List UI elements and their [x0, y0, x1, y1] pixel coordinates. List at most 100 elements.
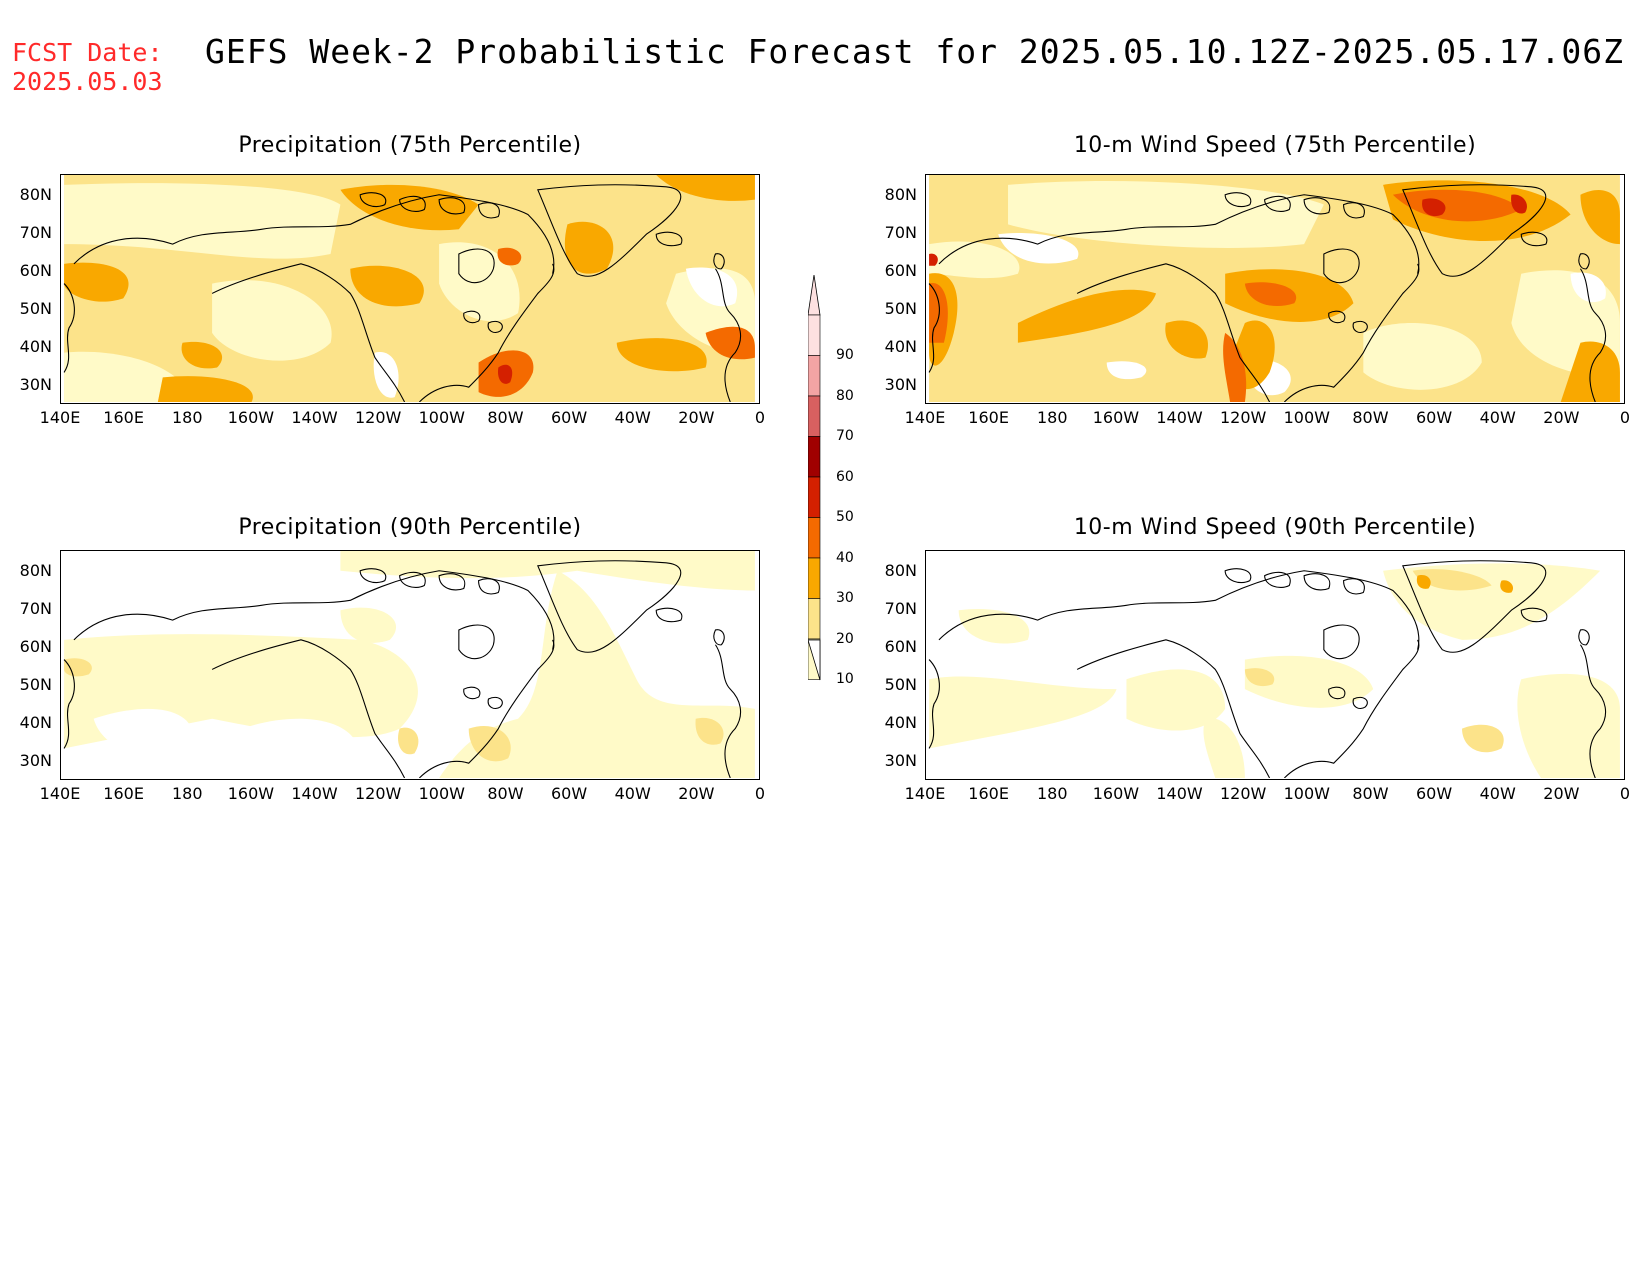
coastline — [463, 686, 481, 700]
coastline — [359, 568, 387, 584]
lon-label: 180 — [171, 784, 203, 803]
coastline — [1578, 253, 1590, 270]
colorbar-swatch — [808, 395, 821, 437]
coastline — [1580, 268, 1607, 402]
lat-label: 80N — [884, 185, 917, 204]
map-wind-90 — [925, 550, 1625, 780]
coastline — [418, 639, 555, 778]
probability-contour-fill — [350, 265, 424, 307]
lon-label: 160E — [968, 784, 1009, 803]
colorbar-top-arrow — [808, 275, 821, 316]
lon-label: 60W — [1415, 784, 1453, 803]
colorbar-swatch — [808, 314, 821, 356]
lat-label: 40N — [19, 337, 52, 356]
map-canvas — [63, 551, 755, 778]
probability-contour-fill — [705, 326, 755, 360]
probability-contour-fill — [1106, 361, 1147, 380]
lon-label: 60W — [550, 784, 588, 803]
lat-label: 70N — [19, 599, 52, 618]
probability-contour-fill — [340, 551, 755, 591]
lat-label: 50N — [19, 675, 52, 694]
colorbar-label: 10 — [836, 671, 854, 687]
coastline — [1328, 686, 1346, 700]
probability-contour-fill — [685, 267, 738, 307]
lon-label: 160W — [227, 408, 275, 427]
map-canvas — [928, 175, 1620, 402]
map-canvas — [928, 551, 1620, 778]
lon-label: 140W — [291, 408, 338, 427]
probability-contour-fill — [564, 221, 614, 274]
coastline — [359, 192, 387, 208]
lon-label: 160E — [103, 784, 144, 803]
lon-label: 180 — [171, 408, 203, 427]
probability-contour-fill — [695, 717, 724, 745]
colorbar — [808, 275, 821, 681]
coastline — [1283, 263, 1420, 402]
lon-label: 0 — [754, 408, 766, 427]
map-canvas — [63, 175, 755, 402]
probability-contour-fill — [1416, 575, 1431, 589]
lon-label: 20W — [1543, 784, 1580, 803]
coastline — [211, 263, 406, 402]
lat-label: 70N — [884, 223, 917, 242]
probability-contour-fill — [929, 241, 1020, 279]
lat-label: 30N — [19, 375, 52, 394]
coastline — [1303, 197, 1331, 215]
coastline — [1323, 248, 1360, 284]
lat-label: 50N — [19, 299, 52, 318]
lon-label: 140W — [291, 784, 338, 803]
lat-label: 30N — [884, 751, 917, 770]
probability-contour-fill — [1412, 569, 1492, 591]
probability-contour-fill — [1244, 668, 1275, 687]
coastline — [463, 310, 481, 324]
coastline — [399, 571, 426, 589]
coastline — [1402, 560, 1547, 653]
map-wind-75 — [925, 174, 1625, 404]
coastline — [938, 194, 1420, 274]
lon-label: 180 — [1036, 784, 1068, 803]
probability-contour-fill — [1511, 194, 1527, 214]
probability-contour-fill — [181, 341, 223, 369]
colorbar-label: 20 — [836, 630, 854, 647]
panel-title-precip-75: Precipitation (75th Percentile) — [238, 133, 582, 158]
colorbar-label: 30 — [836, 590, 854, 606]
lon-label: 40W — [614, 784, 651, 803]
lon-label: 140E — [39, 784, 81, 803]
coastline — [399, 195, 426, 213]
lat-label: 60N — [884, 261, 917, 280]
lon-label: 100W — [418, 408, 465, 427]
probability-contour-fill — [1203, 718, 1245, 778]
coastline — [211, 639, 406, 778]
map-precip-75 — [60, 174, 760, 404]
probability-contour-fill — [929, 676, 1117, 749]
lon-label: 80W — [1352, 784, 1389, 803]
coastline — [1402, 184, 1547, 277]
probability-contour-fill — [64, 658, 92, 677]
lon-label: 160W — [227, 784, 275, 803]
coastline — [418, 263, 555, 402]
colorbar-label: 70 — [836, 428, 854, 444]
probability-contour-fill — [1422, 198, 1446, 217]
lon-label: 0 — [1619, 408, 1631, 427]
forecast-date-label: FCST Date: — [12, 38, 163, 67]
panel-title-precip-90: Precipitation (90th Percentile) — [238, 515, 582, 540]
coastline — [1264, 195, 1291, 213]
coastline — [438, 573, 466, 591]
lon-label: 60W — [1415, 408, 1453, 427]
probability-contour-fill — [241, 718, 361, 766]
lat-label: 40N — [884, 713, 917, 732]
coastline — [1076, 639, 1271, 778]
lat-label: 80N — [19, 185, 52, 204]
lat-label: 40N — [19, 713, 52, 732]
probability-contour-fill — [1363, 323, 1482, 390]
lon-label: 80W — [487, 408, 524, 427]
probability-contour-fill — [439, 570, 755, 778]
lon-label: 160W — [1092, 784, 1140, 803]
lat-label: 80N — [19, 561, 52, 580]
coastline — [715, 644, 742, 778]
lon-label: 80W — [1352, 408, 1389, 427]
coastline — [478, 578, 500, 595]
coastline — [1328, 310, 1346, 324]
coastline — [928, 283, 940, 373]
coastline — [715, 268, 742, 402]
